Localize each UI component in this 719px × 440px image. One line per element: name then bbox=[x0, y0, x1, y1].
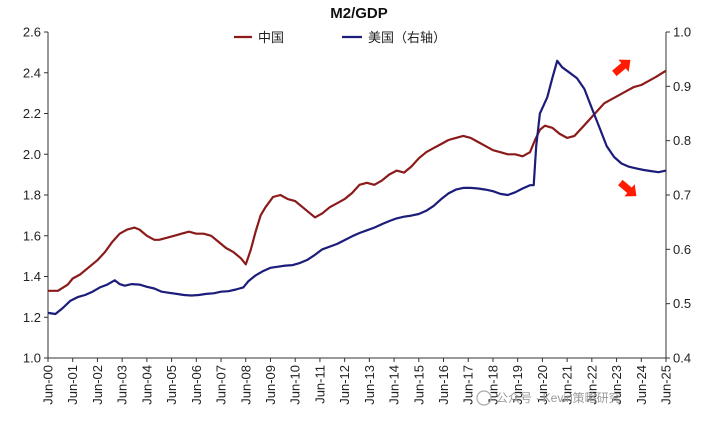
series-line-china bbox=[48, 69, 667, 292]
x-tick-label: Jun-08 bbox=[238, 365, 253, 405]
x-tick-label: Jun-00 bbox=[41, 365, 56, 405]
y-left-tick-label: 1.2 bbox=[23, 310, 41, 325]
axes: 1.0 1.2 1.4 1.6 1.8 2.0 2.2 2.4 2.6 0.4 0.5 0.6 0.7 0… bbox=[23, 25, 691, 405]
x-tick-label: Jun-01 bbox=[65, 365, 80, 405]
chart-title: M2/GDP bbox=[330, 5, 388, 22]
watermark: 公众号 · Kevin策略研究 bbox=[476, 390, 621, 406]
x-tick-label: Jun-22 bbox=[584, 365, 599, 405]
x-tick-label: Jun-02 bbox=[90, 365, 105, 405]
annotation-layer bbox=[612, 59, 637, 197]
x-tick-label: Jun-19 bbox=[510, 365, 525, 405]
y-left-tick-label: 1.0 bbox=[23, 351, 41, 366]
legend-label-usa: 美国（右轴） bbox=[368, 30, 446, 45]
x-tick-label: Jun-14 bbox=[387, 365, 402, 405]
y-right-tick-label: 0.4 bbox=[673, 351, 691, 366]
x-tick-label: Jun-04 bbox=[139, 365, 154, 405]
y-right-tick-label: 1.0 bbox=[673, 25, 691, 40]
wechat-icon bbox=[476, 390, 492, 406]
x-tick-label: Jun-15 bbox=[411, 365, 426, 405]
x-tick-label: Jun-17 bbox=[461, 365, 476, 405]
y-right-tick-label: 0.6 bbox=[673, 242, 691, 257]
series-line-usa bbox=[47, 59, 667, 316]
x-tick-label: Jun-06 bbox=[189, 365, 204, 405]
x-tick-label: Jun-11 bbox=[312, 365, 327, 404]
y-left-tick-label: 1.4 bbox=[23, 269, 41, 284]
arrow-up-right-icon bbox=[612, 59, 631, 77]
legend-label-china: 中国 bbox=[258, 30, 284, 45]
y-right-tick-label: 0.7 bbox=[673, 188, 691, 203]
x-tick-label: Jun-03 bbox=[115, 365, 130, 405]
x-tick-label: Jun-05 bbox=[164, 365, 179, 405]
x-tick-label: Jun-24 bbox=[634, 365, 649, 405]
x-tick-label: Jun-21 bbox=[560, 365, 575, 405]
y-right-tick-label: 0.8 bbox=[673, 133, 691, 148]
x-tick-label: Jun-12 bbox=[337, 365, 352, 405]
y-left-tick-label: 2.2 bbox=[23, 106, 41, 121]
legend: 中国 美国（右轴） bbox=[234, 30, 446, 45]
series-layer bbox=[47, 59, 667, 316]
y-left-tick-label: 2.0 bbox=[23, 147, 41, 162]
x-tick-label: Jun-13 bbox=[362, 365, 377, 405]
x-tick-label: Jun-23 bbox=[609, 365, 624, 405]
x-tick-label: Jun-07 bbox=[214, 365, 229, 405]
y-right-tick-label: 0.9 bbox=[673, 79, 691, 94]
x-tick-label: Jun-18 bbox=[485, 365, 500, 405]
watermark-text: 公众号 · Kevin策略研究 bbox=[496, 390, 621, 405]
y-left-tick-label: 1.8 bbox=[23, 188, 41, 203]
y-left-tick-label: 1.6 bbox=[23, 228, 41, 243]
x-tick-label: Jun-09 bbox=[263, 365, 278, 405]
y-right-tick-label: 0.5 bbox=[673, 296, 691, 311]
y-left-tick-label: 2.4 bbox=[23, 65, 41, 80]
y-left-tick-label: 2.6 bbox=[23, 25, 41, 40]
x-tick-label: Jun-16 bbox=[436, 365, 451, 405]
x-tick-label: Jun-20 bbox=[535, 365, 550, 405]
x-tick-label: Jun-25 bbox=[659, 365, 674, 405]
x-tick-label: Jun-10 bbox=[288, 365, 303, 405]
arrow-down-right-icon bbox=[618, 179, 637, 197]
